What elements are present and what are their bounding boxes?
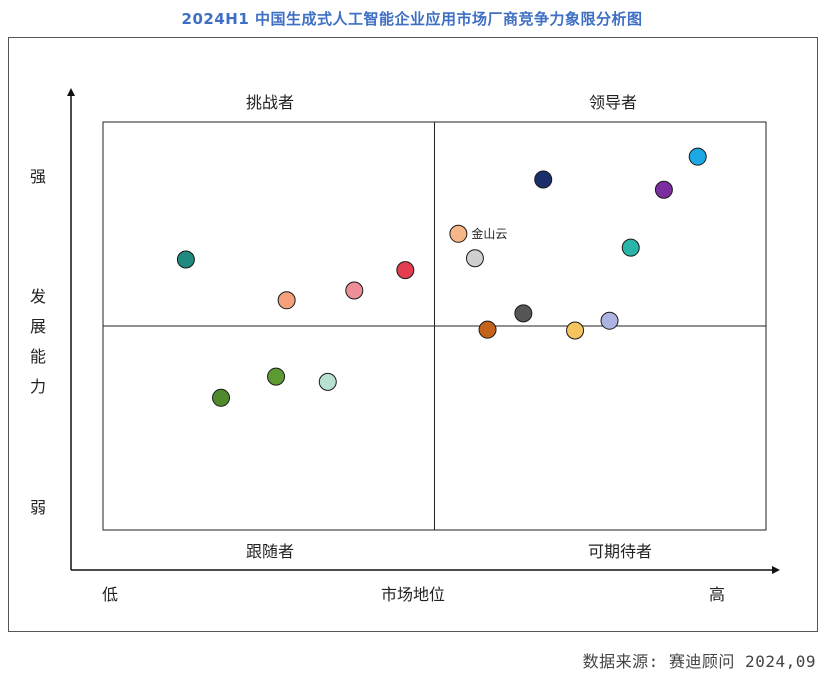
y-axis-label-char-3: 能 <box>30 347 46 366</box>
data-point-11 <box>478 320 497 339</box>
quadrant-label-promising: 可期待者 <box>588 542 652 561</box>
x-axis-label: 市场地位 <box>381 585 445 604</box>
data-point-9 <box>654 180 673 199</box>
y-axis-label-char-2: 展 <box>30 317 46 336</box>
data-point-2 <box>277 291 296 310</box>
quadrant-label-challengers: 挑战者 <box>246 93 294 112</box>
data-point-6 <box>465 249 484 268</box>
data-point-5 <box>449 224 468 243</box>
data-point-label-5: 金山云 <box>471 226 507 241</box>
data-point-3 <box>345 281 364 300</box>
x-high-label: 高 <box>709 585 725 604</box>
chart-frame <box>8 37 818 632</box>
quadrant-label-followers: 跟随者 <box>246 542 294 561</box>
data-point-16 <box>267 367 286 386</box>
data-point-17 <box>318 372 337 391</box>
data-point-1 <box>176 250 195 269</box>
data-points: 金山云 <box>176 147 707 407</box>
data-point-10 <box>688 147 707 166</box>
data-point-14 <box>600 311 619 330</box>
data-point-12 <box>514 304 533 323</box>
data-point-8 <box>621 238 640 257</box>
data-point-4 <box>396 261 415 280</box>
y-high-label: 强 <box>30 167 46 186</box>
data-point-7 <box>534 170 553 189</box>
data-point-13 <box>566 321 585 340</box>
y-axis-label-char-1: 发 <box>30 287 46 306</box>
data-point-15 <box>212 388 231 407</box>
data-source: 数据来源: 赛迪顾问 2024,09 <box>582 652 816 671</box>
y-low-label: 弱 <box>30 498 46 517</box>
chart-title: 2024H1 中国生成式人工智能企业应用市场厂商竞争力象限分析图 <box>181 10 643 28</box>
x-low-label: 低 <box>102 585 118 604</box>
quadrant-label-leaders: 领导者 <box>589 93 637 112</box>
y-axis-label-char-4: 力 <box>30 377 46 396</box>
